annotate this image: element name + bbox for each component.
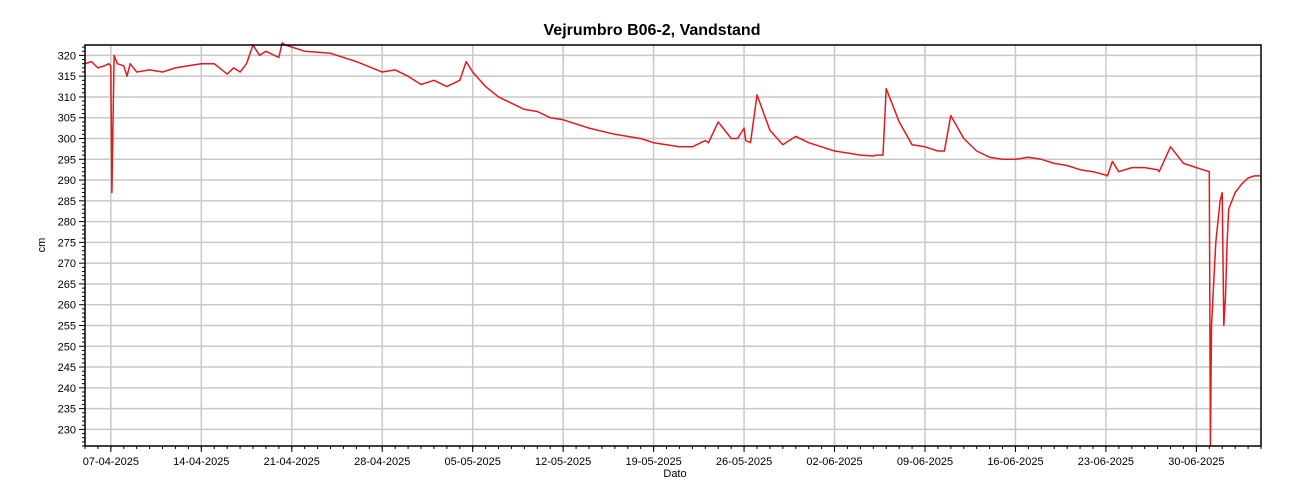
- y-tick-label: 295: [58, 154, 76, 166]
- x-tick-label: 21-04-2025: [264, 456, 320, 468]
- y-tick-label: 310: [58, 92, 76, 104]
- plot-frame: [84, 44, 1262, 447]
- y-tick-label: 320: [58, 50, 76, 62]
- y-tick-label: 275: [58, 237, 76, 249]
- x-tick-label: 12-05-2025: [535, 456, 591, 468]
- y-tick-label: 235: [58, 404, 76, 416]
- y-axis-label: cm: [36, 238, 48, 253]
- y-tick-label: 250: [58, 341, 76, 353]
- x-tick-label: 07-04-2025: [83, 456, 139, 468]
- x-tick-label: 09-06-2025: [897, 456, 953, 468]
- y-tick-label: 285: [58, 196, 76, 208]
- y-tick-label: 230: [58, 424, 76, 436]
- y-tick-label: 255: [58, 320, 76, 332]
- y-tick-label: 270: [58, 258, 76, 270]
- x-tick-label: 19-05-2025: [625, 456, 681, 468]
- y-tick-label: 280: [58, 217, 76, 229]
- x-tick-label: 02-06-2025: [806, 456, 862, 468]
- x-tick-label: 28-04-2025: [354, 456, 410, 468]
- y-tick-label: 290: [58, 175, 76, 187]
- y-tick-label: 315: [58, 71, 76, 83]
- y-tick-label: 240: [58, 383, 76, 395]
- y-tick-label: 260: [58, 300, 76, 312]
- y-tick-label: 300: [58, 133, 76, 145]
- x-axis-label: Dato: [663, 468, 686, 480]
- y-tick-label: 305: [58, 113, 76, 125]
- x-tick-label: 23-06-2025: [1078, 456, 1134, 468]
- x-tick-label: 14-04-2025: [173, 456, 229, 468]
- x-tick-label: 05-05-2025: [445, 456, 501, 468]
- series-line-0: [84, 42, 1261, 447]
- chart-title: Vejrumbro B06-2, Vandstand: [544, 22, 761, 39]
- y-tick-label: 265: [58, 279, 76, 291]
- x-tick-label: 26-05-2025: [716, 456, 772, 468]
- y-axis: 230 235 240 245 250 255 260 265 270 275 280 285 290 2…: [58, 46, 85, 447]
- x-axis: 07-04-2025 14-04-2025 21-04-2025 28-04-2025…: [83, 446, 1262, 468]
- y-tick-label: 245: [58, 362, 76, 374]
- x-tick-label: 16-06-2025: [987, 456, 1043, 468]
- grid: [85, 45, 1261, 446]
- series-layer: [84, 42, 1261, 447]
- x-tick-label: 30-06-2025: [1168, 456, 1224, 468]
